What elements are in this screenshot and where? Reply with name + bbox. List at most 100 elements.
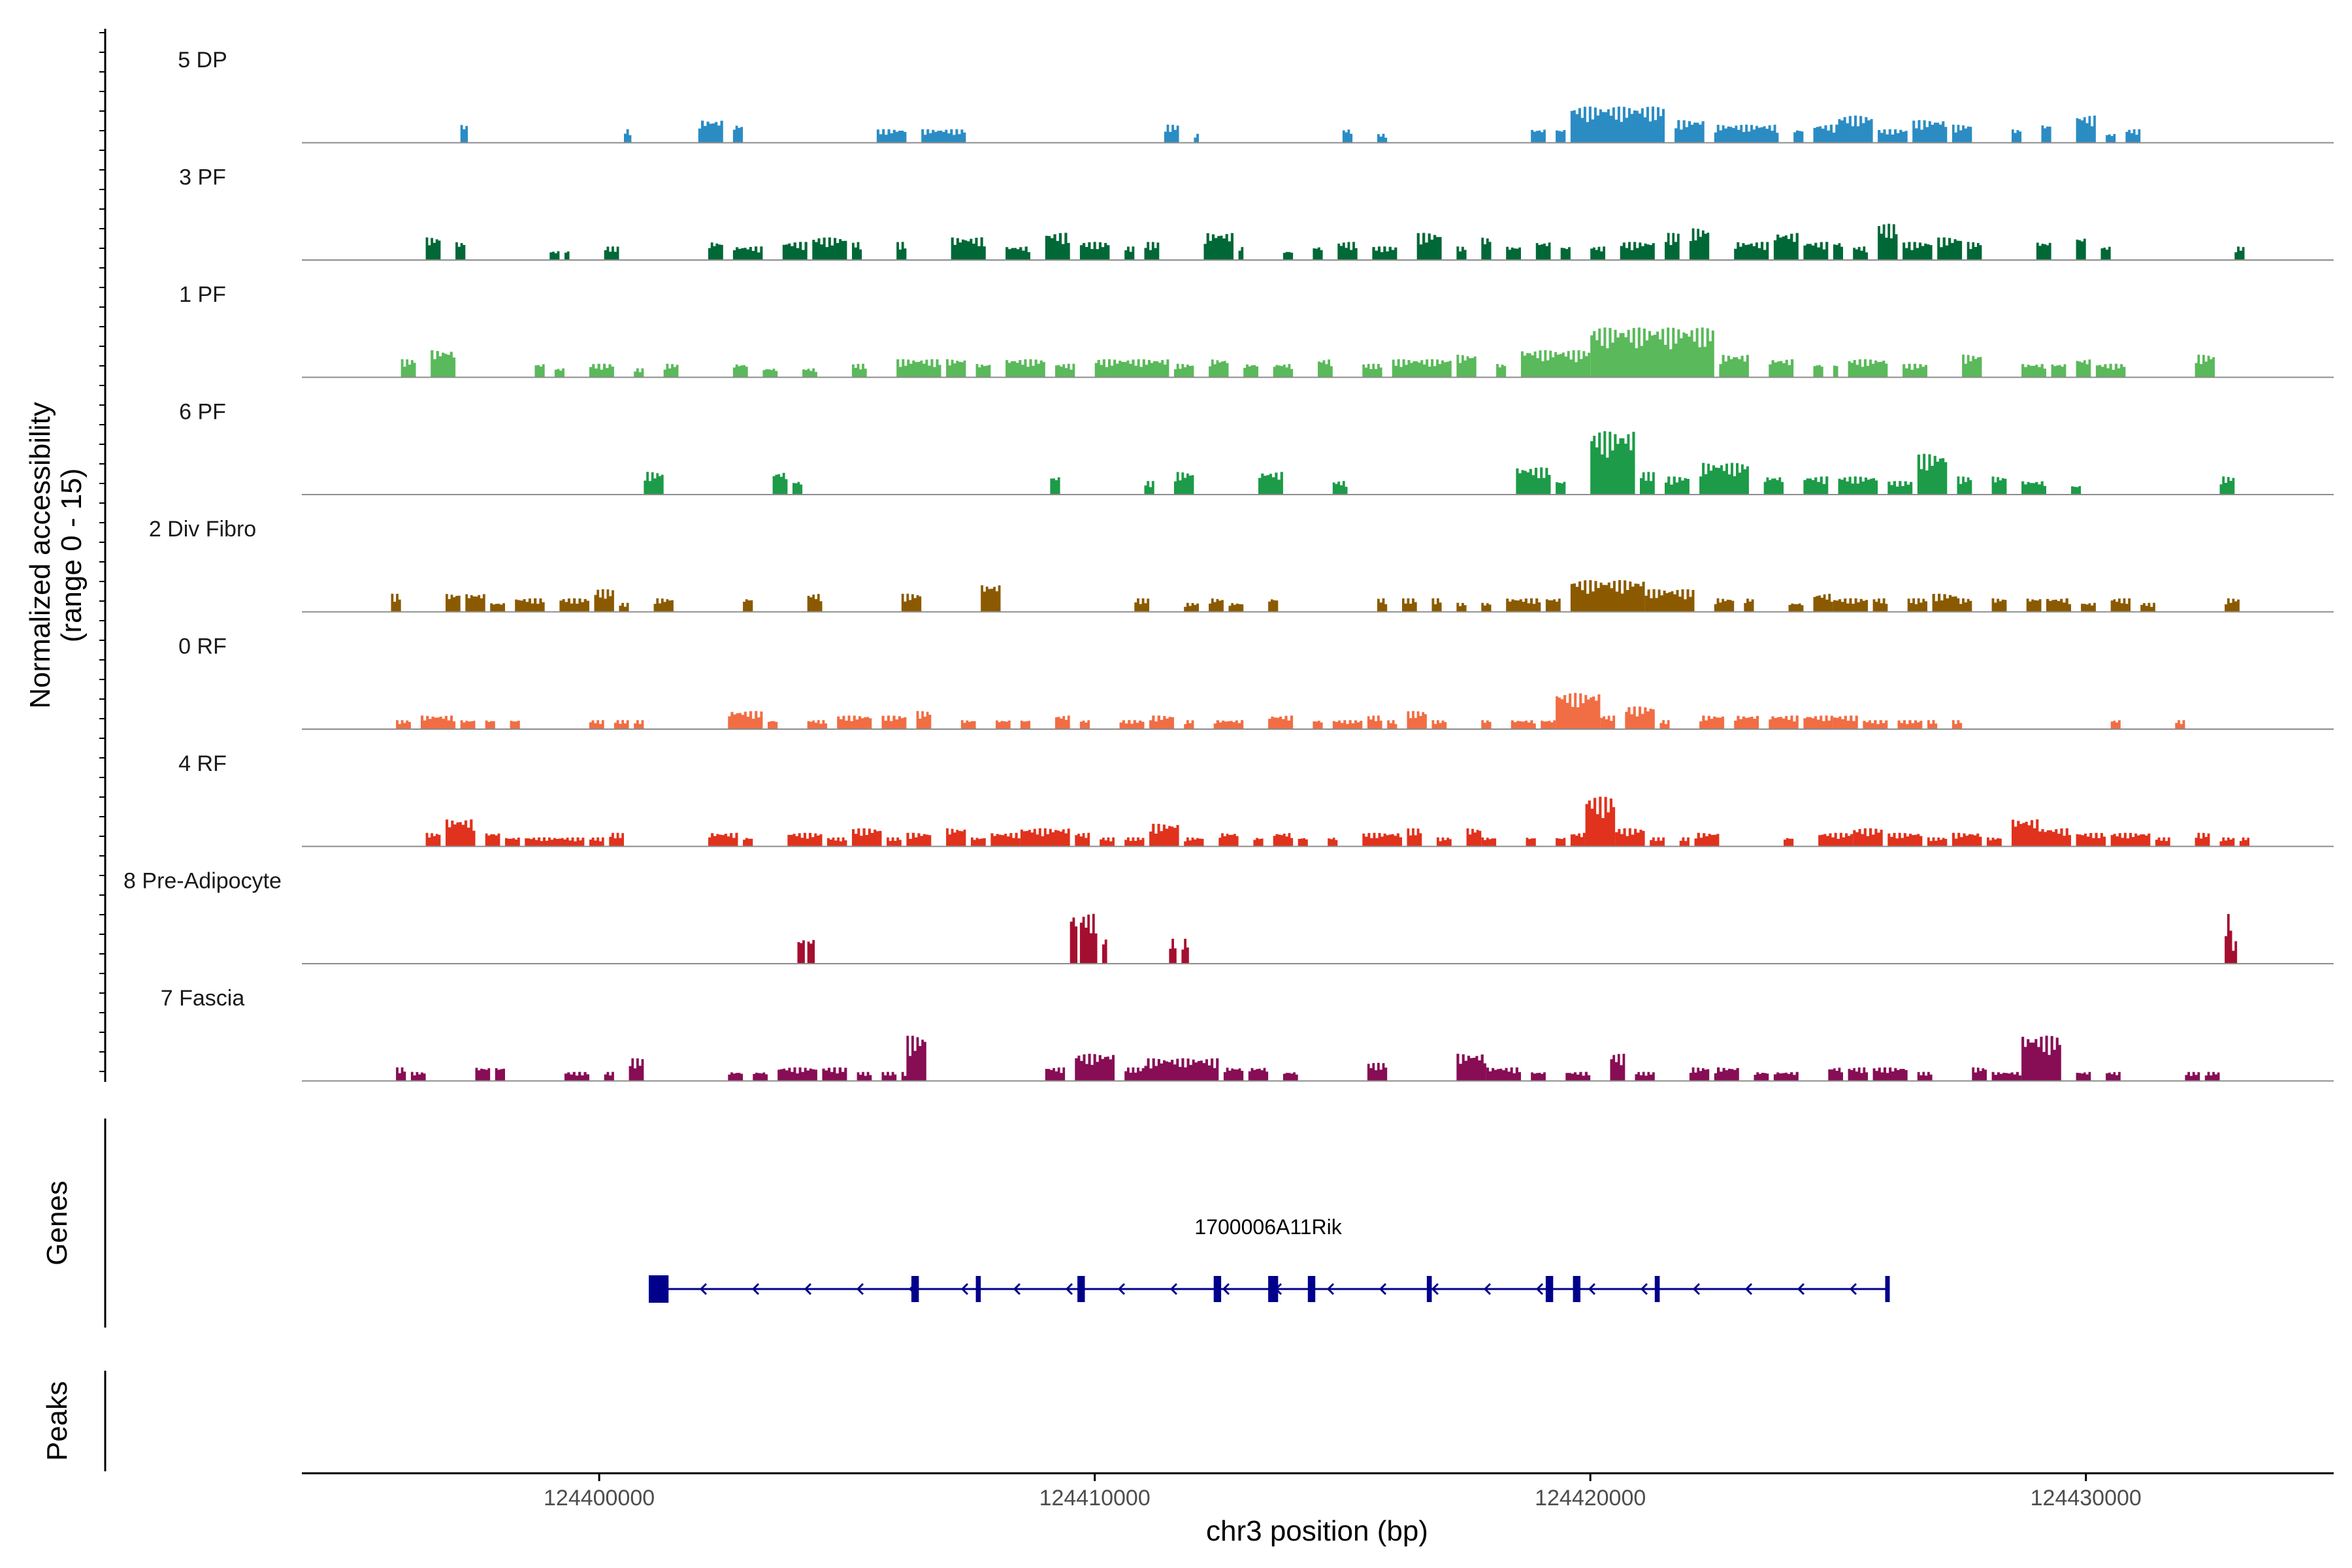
coverage-peak [1506, 246, 1521, 260]
gene-exon [1307, 1276, 1316, 1302]
coverage-peak [1005, 359, 1045, 378]
coverage-peak [1689, 228, 1710, 260]
coverage-peak [1243, 364, 1258, 378]
coverage-peak [852, 363, 867, 378]
coverage-peak [1556, 838, 1566, 847]
strand-arrow-icon [1169, 1282, 1178, 1296]
coverage-peak [1184, 602, 1199, 612]
coverage-peak [400, 359, 416, 378]
coverage-peak [1570, 832, 1586, 847]
coverage-peak [1679, 837, 1690, 847]
coverage-peak [1531, 1072, 1546, 1081]
coverage-peak [1124, 246, 1135, 260]
coverage-peak [2185, 1071, 2200, 1081]
coverage-peak [2106, 134, 2116, 143]
strand-arrow-icon [751, 1282, 760, 1296]
coverage-peak [2125, 129, 2141, 143]
coverage-peak [906, 832, 932, 847]
coverage-peak [1218, 833, 1239, 847]
coverage-peak [1149, 823, 1179, 847]
coverage-peak [2219, 476, 2235, 495]
coverage-peak [1070, 917, 1078, 964]
coverage-peak [1833, 598, 1868, 612]
coverage-peak [921, 129, 966, 143]
coverage-peak [446, 819, 476, 847]
coverage-peak [2110, 832, 2151, 847]
coverage-peak [1838, 476, 1878, 495]
coverage-peak [589, 363, 614, 378]
coverage-peak [2046, 598, 2071, 612]
coverage-peak [1203, 233, 1233, 260]
x-axis-ticks: 124400000 124410000 124420000 124430000 [544, 1473, 2142, 1511]
track-label: 5 DP [178, 48, 227, 73]
coverage-peak [460, 720, 476, 729]
coverage-peak [2106, 1071, 2121, 1081]
coverage-peak [1714, 124, 1779, 143]
track-0-rf: 0 RF [178, 634, 2334, 730]
coverage-peak [1506, 598, 1541, 612]
coverage-peak [1625, 706, 1655, 729]
coverage-peak [554, 368, 564, 378]
strand-arrow-icon [856, 1282, 864, 1296]
track-label: 6 PF [179, 400, 226, 425]
coverage-peak [1282, 1072, 1298, 1081]
coverage-peak [1917, 1071, 1933, 1081]
coverage-peak [1144, 242, 1160, 260]
coverage-peak [1516, 467, 1551, 495]
coverage-peak [1699, 463, 1749, 495]
coverage-peak [1402, 598, 1417, 612]
coverage-peak [2195, 354, 2215, 378]
coverage-peak [1967, 242, 1982, 260]
coverage-peak [410, 1071, 426, 1081]
coverage-peak [1818, 832, 1854, 847]
coverage-peak [564, 251, 570, 260]
coverage-peak [1372, 246, 1397, 260]
coverage-peak [1005, 246, 1030, 260]
coverage-peak [728, 711, 763, 729]
coverage-peak [1788, 603, 1804, 612]
coverage-peak [1991, 1071, 2022, 1081]
coverage-peak [644, 472, 664, 495]
coverage-peak [2012, 819, 2042, 847]
track-3-pf: 3 PF [179, 165, 2334, 261]
coverage-peak [1102, 939, 1107, 964]
coverage-peak [1650, 837, 1665, 847]
coverage-peak [446, 594, 461, 612]
strand-arrow-icon [1117, 1282, 1126, 1296]
strand-arrow-icon [1431, 1282, 1439, 1296]
coverage-peak [1838, 115, 1873, 143]
coverage-peak [1213, 720, 1244, 729]
coverage-peak [807, 594, 823, 612]
strand-arrow-icon [804, 1282, 812, 1296]
coverage-peak [852, 242, 862, 260]
strand-arrow-icon [1483, 1282, 1492, 1296]
coverage-peak [460, 125, 468, 143]
coverage-peak [2225, 598, 2240, 612]
track-label: 8 Pre-Adipocyte [123, 869, 282, 894]
coverage-peak [613, 720, 629, 729]
coverage-peak [881, 1071, 897, 1081]
track-8-pre-adipocyte: 8 Pre-Adipocyte [123, 869, 2334, 964]
coverage-peak [1769, 715, 1799, 729]
track-1-pf: 1 PF [179, 282, 2334, 378]
coverage-peak [1570, 106, 1665, 143]
coverage-peak [1952, 124, 1972, 143]
track-7-fascia: 7 Fascia [161, 986, 2334, 1082]
coverage-peak [1689, 1067, 1710, 1081]
strand-arrow-icon [699, 1282, 708, 1296]
coverage-peak [1045, 1067, 1066, 1081]
strand-arrow-icon [1744, 1282, 1753, 1296]
coverage-peak [1991, 598, 2007, 612]
coverage-peak [1045, 233, 1070, 260]
coverage-peak [1952, 720, 1963, 729]
coverage-peak [1184, 837, 1204, 847]
coverage-peak [1456, 1053, 1486, 1081]
gene-exon [1545, 1276, 1554, 1302]
coverage-peak [1268, 599, 1279, 612]
coverage-peak [1610, 1053, 1625, 1081]
coverage-peak [1407, 711, 1427, 729]
coverage-peak [1674, 120, 1705, 143]
coverage-peak [2110, 720, 2121, 729]
coverage-peak [1600, 715, 1616, 729]
coverage-peak [1793, 130, 1804, 143]
